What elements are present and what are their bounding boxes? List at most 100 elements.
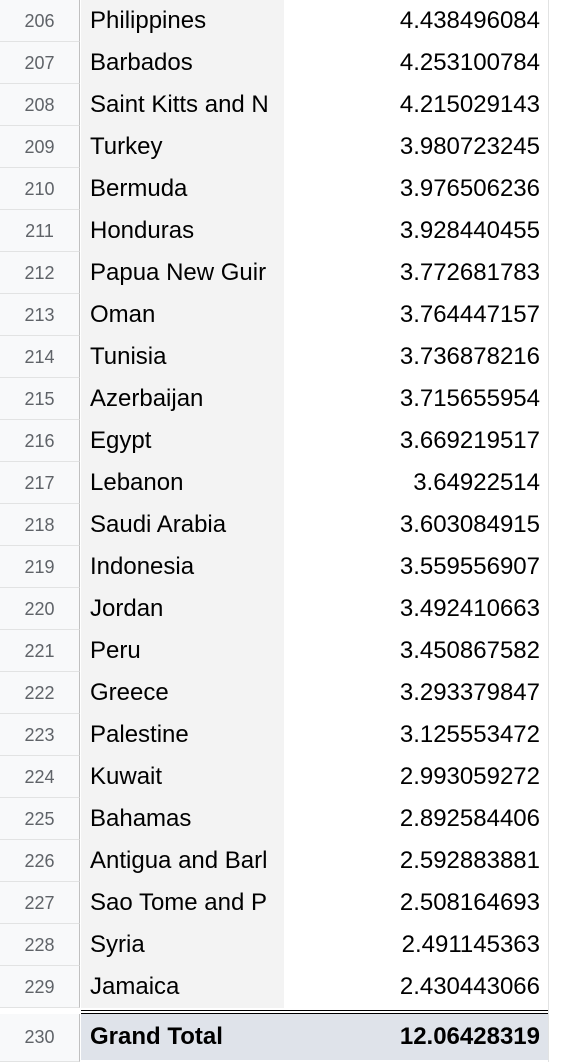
row-number[interactable]: 219 — [0, 546, 80, 588]
table-row[interactable]: 225 Bahamas 2.892584406 — [0, 798, 580, 840]
row-number[interactable]: 215 — [0, 378, 80, 420]
country-cell[interactable]: Jamaica — [81, 966, 284, 1008]
country-cell[interactable]: Tunisia — [81, 336, 284, 378]
value-cell[interactable]: 3.980723245 — [284, 126, 548, 168]
country-cell[interactable]: Palestine — [81, 714, 284, 756]
table-row[interactable]: 217 Lebanon 3.64922514 — [0, 462, 580, 504]
country-cell[interactable]: Bahamas — [81, 798, 284, 840]
country-cell[interactable]: Saint Kitts and N — [81, 84, 284, 126]
row-number[interactable]: 228 — [0, 924, 80, 966]
row-number[interactable]: 211 — [0, 210, 80, 252]
value-cell[interactable]: 3.976506236 — [284, 168, 548, 210]
row-number[interactable]: 222 — [0, 672, 80, 714]
country-cell[interactable]: Kuwait — [81, 756, 284, 798]
value-cell[interactable]: 3.293379847 — [284, 672, 548, 714]
row-number[interactable]: 230 — [0, 1014, 80, 1062]
country-cell[interactable]: Bermuda — [81, 168, 284, 210]
value-cell[interactable]: 2.993059272 — [284, 756, 548, 798]
value-cell[interactable]: 2.508164693 — [284, 882, 548, 924]
table-row[interactable]: 224 Kuwait 2.993059272 — [0, 756, 580, 798]
row-number[interactable]: 207 — [0, 42, 80, 84]
row-number[interactable]: 229 — [0, 966, 80, 1008]
row-number[interactable]: 216 — [0, 420, 80, 462]
table-row[interactable]: 223 Palestine 3.125553472 — [0, 714, 580, 756]
value-cell[interactable]: 3.603084915 — [284, 504, 548, 546]
country-cell[interactable]: Philippines — [81, 0, 284, 42]
table-row[interactable]: 228 Syria 2.491145363 — [0, 924, 580, 966]
row-number[interactable]: 213 — [0, 294, 80, 336]
value-cell[interactable]: 3.736878216 — [284, 336, 548, 378]
country-cell[interactable]: Papua New Guir — [81, 252, 284, 294]
row-number[interactable]: 227 — [0, 882, 80, 924]
table-row[interactable]: 214 Tunisia 3.736878216 — [0, 336, 580, 378]
table-row[interactable]: 219 Indonesia 3.559556907 — [0, 546, 580, 588]
table-row[interactable]: 218 Saudi Arabia 3.603084915 — [0, 504, 580, 546]
row-number[interactable]: 206 — [0, 0, 80, 42]
value-cell[interactable]: 4.253100784 — [284, 42, 548, 84]
table-row[interactable]: 207 Barbados 4.253100784 — [0, 42, 580, 84]
row-number[interactable]: 221 — [0, 630, 80, 672]
value-cell[interactable]: 2.430443066 — [284, 966, 548, 1008]
row-number[interactable]: 223 — [0, 714, 80, 756]
country-cell[interactable]: Saudi Arabia — [81, 504, 284, 546]
table-row[interactable]: 220 Jordan 3.492410663 — [0, 588, 580, 630]
value-cell[interactable]: 3.125553472 — [284, 714, 548, 756]
country-cell[interactable]: Indonesia — [81, 546, 284, 588]
country-cell[interactable]: Antigua and Barl — [81, 840, 284, 882]
row-number[interactable]: 220 — [0, 588, 80, 630]
value-cell[interactable]: 4.438496084 — [284, 0, 548, 42]
country-cell[interactable]: Azerbaijan — [81, 378, 284, 420]
value-cell[interactable]: 3.64922514 — [284, 462, 548, 504]
country-cell[interactable]: Greece — [81, 672, 284, 714]
value-cell[interactable]: 3.715655954 — [284, 378, 548, 420]
row-number[interactable]: 209 — [0, 126, 80, 168]
row-number[interactable]: 218 — [0, 504, 80, 546]
value-cell[interactable]: 4.215029143 — [284, 84, 548, 126]
grand-total-value[interactable]: 12.06428319 — [284, 1014, 548, 1060]
grand-total-label[interactable]: Grand Total — [81, 1014, 284, 1060]
country-cell[interactable]: Turkey — [81, 126, 284, 168]
country-cell[interactable]: Oman — [81, 294, 284, 336]
table-row[interactable]: 213 Oman 3.764447157 — [0, 294, 580, 336]
row-number[interactable]: 225 — [0, 798, 80, 840]
country-cell[interactable]: Honduras — [81, 210, 284, 252]
table-row[interactable]: 221 Peru 3.450867582 — [0, 630, 580, 672]
table-row[interactable]: 229 Jamaica 2.430443066 — [0, 966, 580, 1008]
value-cell[interactable]: 3.764447157 — [284, 294, 548, 336]
table-row[interactable]: 216 Egypt 3.669219517 — [0, 420, 580, 462]
row-number[interactable]: 226 — [0, 840, 80, 882]
country-cell[interactable]: Peru — [81, 630, 284, 672]
row-number[interactable]: 224 — [0, 756, 80, 798]
table-row[interactable]: 206 Philippines 4.438496084 — [0, 0, 580, 42]
table-row[interactable]: 222 Greece 3.293379847 — [0, 672, 580, 714]
row-number[interactable]: 210 — [0, 168, 80, 210]
row-number[interactable]: 208 — [0, 84, 80, 126]
value-cell[interactable]: 3.492410663 — [284, 588, 548, 630]
table-row[interactable]: 208 Saint Kitts and N 4.215029143 — [0, 84, 580, 126]
country-cell[interactable]: Sao Tome and P — [81, 882, 284, 924]
value-cell[interactable]: 3.928440455 — [284, 210, 548, 252]
country-cell[interactable]: Jordan — [81, 588, 284, 630]
table-row[interactable]: 209 Turkey 3.980723245 — [0, 126, 580, 168]
table-row[interactable]: 212 Papua New Guir 3.772681783 — [0, 252, 580, 294]
value-cell[interactable]: 3.559556907 — [284, 546, 548, 588]
row-number[interactable]: 214 — [0, 336, 80, 378]
value-cell[interactable]: 3.772681783 — [284, 252, 548, 294]
table-row[interactable]: 227 Sao Tome and P 2.508164693 — [0, 882, 580, 924]
country-cell[interactable]: Syria — [81, 924, 284, 966]
value-cell[interactable]: 2.592883881 — [284, 840, 548, 882]
row-number[interactable]: 212 — [0, 252, 80, 294]
table-row[interactable]: 215 Azerbaijan 3.715655954 — [0, 378, 580, 420]
row-number[interactable]: 217 — [0, 462, 80, 504]
country-cell[interactable]: Barbados — [81, 42, 284, 84]
value-cell[interactable]: 2.892584406 — [284, 798, 548, 840]
value-cell[interactable]: 3.669219517 — [284, 420, 548, 462]
country-cell[interactable]: Egypt — [81, 420, 284, 462]
value-cell[interactable]: 3.450867582 — [284, 630, 548, 672]
table-row[interactable]: 211 Honduras 3.928440455 — [0, 210, 580, 252]
table-row[interactable]: 226 Antigua and Barl 2.592883881 — [0, 840, 580, 882]
value-cell[interactable]: 2.491145363 — [284, 924, 548, 966]
country-cell[interactable]: Lebanon — [81, 462, 284, 504]
table-row[interactable]: 210 Bermuda 3.976506236 — [0, 168, 580, 210]
grand-total-row[interactable]: 230 Grand Total 12.06428319 — [0, 1014, 580, 1062]
